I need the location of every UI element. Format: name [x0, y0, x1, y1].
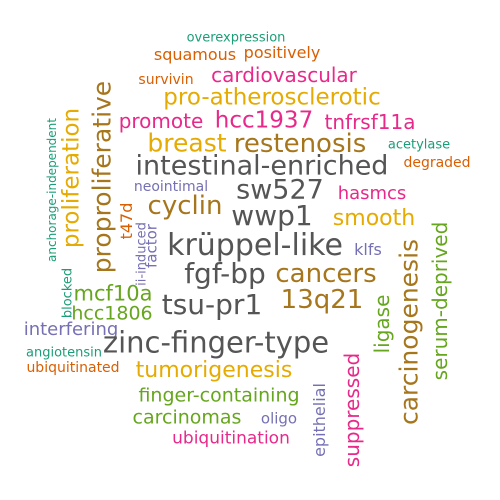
word-interfering: interfering [23, 319, 119, 340]
word-restenosis: restenosis [233, 129, 367, 159]
word-tnfrsf11a: tnfrsf11a [324, 110, 416, 134]
word-wwp1: wwp1 [231, 199, 313, 232]
word-intestinal-enriched: intestinal-enriched [135, 150, 389, 182]
word-anchorage-independent: anchorage-independent [45, 118, 59, 262]
word-degraded: degraded [403, 155, 471, 171]
word-oligo: oligo [260, 409, 298, 428]
word-cyclin: cyclin [147, 191, 223, 221]
word-zinc-finger-type: zinc-finger-type [102, 325, 330, 360]
word-epithelial: epithelial [310, 383, 329, 457]
word-proproliferative: proproliferative [87, 80, 117, 274]
word-squamous: squamous [153, 45, 237, 64]
word-survivin: survivin [138, 72, 194, 88]
word-hasmcs: hasmcs [337, 183, 407, 204]
word-overexpression: overexpression [186, 30, 286, 46]
word-ubiquitination: ubiquitination [172, 428, 290, 449]
word-pro-atherosclerotic: pro-atherosclerotic [163, 84, 381, 111]
word-ligase: ligase [370, 294, 394, 354]
word-fgf-bp: fgf-bp [184, 257, 266, 290]
word-promote: promote [118, 109, 204, 133]
word-kruppel-like: krüppel-like [167, 228, 343, 263]
word-smooth: smooth [332, 206, 416, 231]
word-hcc1806: hcc1806 [71, 302, 153, 325]
word-tsu-pr1: tsu-pr1 [161, 288, 263, 321]
word-positively: positively [243, 43, 321, 62]
word-neointimal: neointimal [133, 179, 209, 195]
word-breast: breast [147, 128, 227, 158]
word-mcf10a: mcf10a [73, 281, 153, 306]
word-klfs: klfs [354, 240, 382, 259]
word-serum-deprived: serum-deprived [428, 221, 452, 381]
word-blocked: blocked [60, 267, 76, 319]
word-t47d: t47d [117, 202, 136, 240]
word-acetylase: acetylase [387, 137, 451, 153]
word-finger-containing: finger-containing [138, 384, 300, 407]
word-factor: factor [142, 224, 161, 268]
word-suppressed: suppressed [340, 352, 364, 468]
word-sw527: sw527 [236, 174, 324, 206]
word-hcc1937: hcc1937 [214, 107, 314, 134]
word-cardiovascular: cardiovascular [211, 63, 357, 87]
word-carcinomas: carcinomas [132, 406, 242, 429]
word-proliferation: proliferation [58, 107, 85, 249]
word-carcinogenesis: carcinogenesis [394, 238, 424, 426]
word-13q21: 13q21 [280, 285, 364, 315]
word-ubiquitinated: ubiquitinated [26, 360, 120, 376]
word-angiotensin: angiotensin [26, 345, 102, 361]
word-cancers: cancers [275, 259, 377, 289]
word-tumorigenesis: tumorigenesis [135, 358, 293, 383]
